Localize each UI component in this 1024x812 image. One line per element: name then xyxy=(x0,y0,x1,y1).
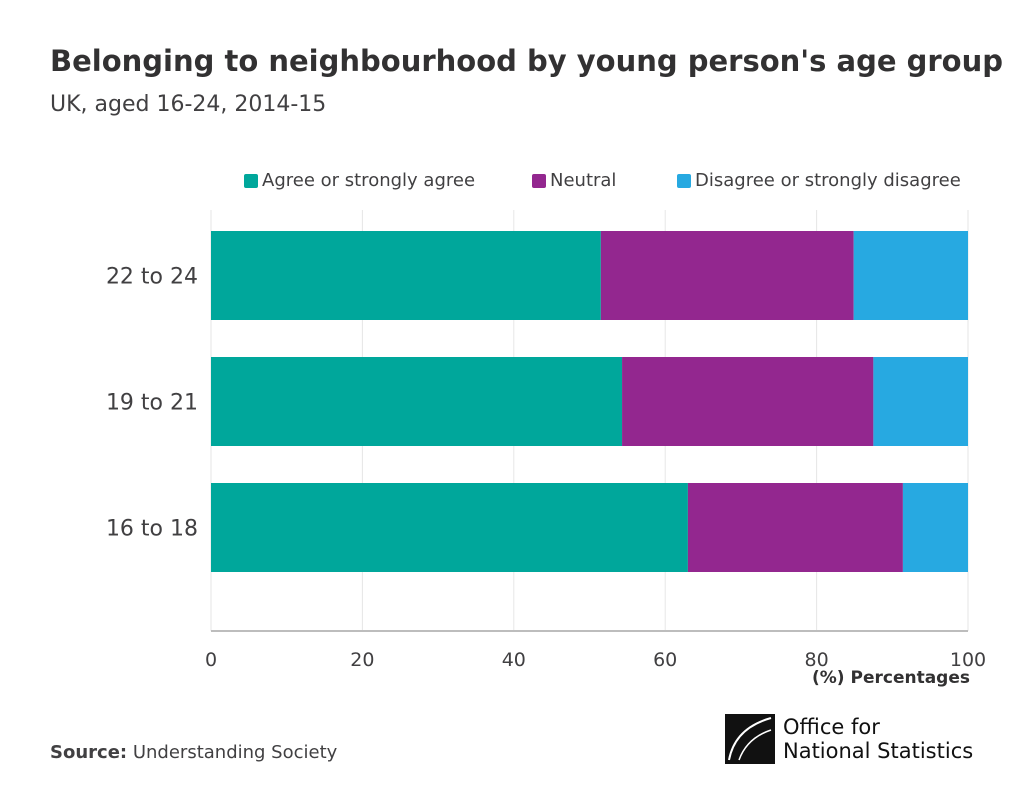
y-category-label: 16 to 18 xyxy=(106,517,198,542)
chart-title: Belonging to neighbourhood by young pers… xyxy=(50,44,1004,78)
legend-label: Neutral xyxy=(550,170,617,191)
ons-logo: Office for National Statistics xyxy=(725,714,973,764)
x-tick-label: 40 xyxy=(502,649,526,671)
bar-segment xyxy=(873,357,968,446)
x-tick-label: 0 xyxy=(205,649,217,671)
legend-item-agree[interactable]: Agree or strongly agree xyxy=(244,170,475,191)
logo-line1: Office for xyxy=(783,715,880,739)
bar-segment xyxy=(600,231,854,320)
x-tick-label: 100 xyxy=(950,649,986,671)
x-tick-label: 80 xyxy=(805,649,829,671)
bar-segment xyxy=(211,231,601,320)
legend-label: Agree or strongly agree xyxy=(262,170,476,191)
legend-item-disagree[interactable]: Disagree or strongly disagree xyxy=(677,170,961,191)
y-category-label: 22 to 24 xyxy=(106,265,198,290)
ons-logo-icon xyxy=(725,714,775,764)
bar-segment xyxy=(622,357,874,446)
source-label: Source: xyxy=(50,742,128,763)
bar-segment xyxy=(853,231,968,320)
legend-item-neutral[interactable]: Neutral xyxy=(532,170,616,191)
bar-segment xyxy=(902,483,968,572)
x-tick-label: 60 xyxy=(653,649,677,671)
legend-swatch xyxy=(532,173,546,188)
logo-line2: National Statistics xyxy=(783,739,974,763)
legend-label: Disagree or strongly disagree xyxy=(695,170,961,191)
chart-subtitle: UK, aged 16-24, 2014-15 xyxy=(50,92,327,117)
source-note: Source: Understanding Society xyxy=(50,742,337,763)
bar-segment xyxy=(211,483,688,572)
x-axis-label: (%) Percentages xyxy=(812,668,970,688)
y-category-label: 19 to 21 xyxy=(106,391,198,416)
legend-swatch xyxy=(677,173,691,188)
legend: Agree or strongly agree Neutral Disagree… xyxy=(0,170,1024,194)
bar-segment xyxy=(687,483,903,572)
x-tick-label: 20 xyxy=(350,649,374,671)
legend-swatch xyxy=(244,173,258,188)
source-text: Understanding Society xyxy=(132,742,338,763)
bar-segment xyxy=(211,357,623,446)
